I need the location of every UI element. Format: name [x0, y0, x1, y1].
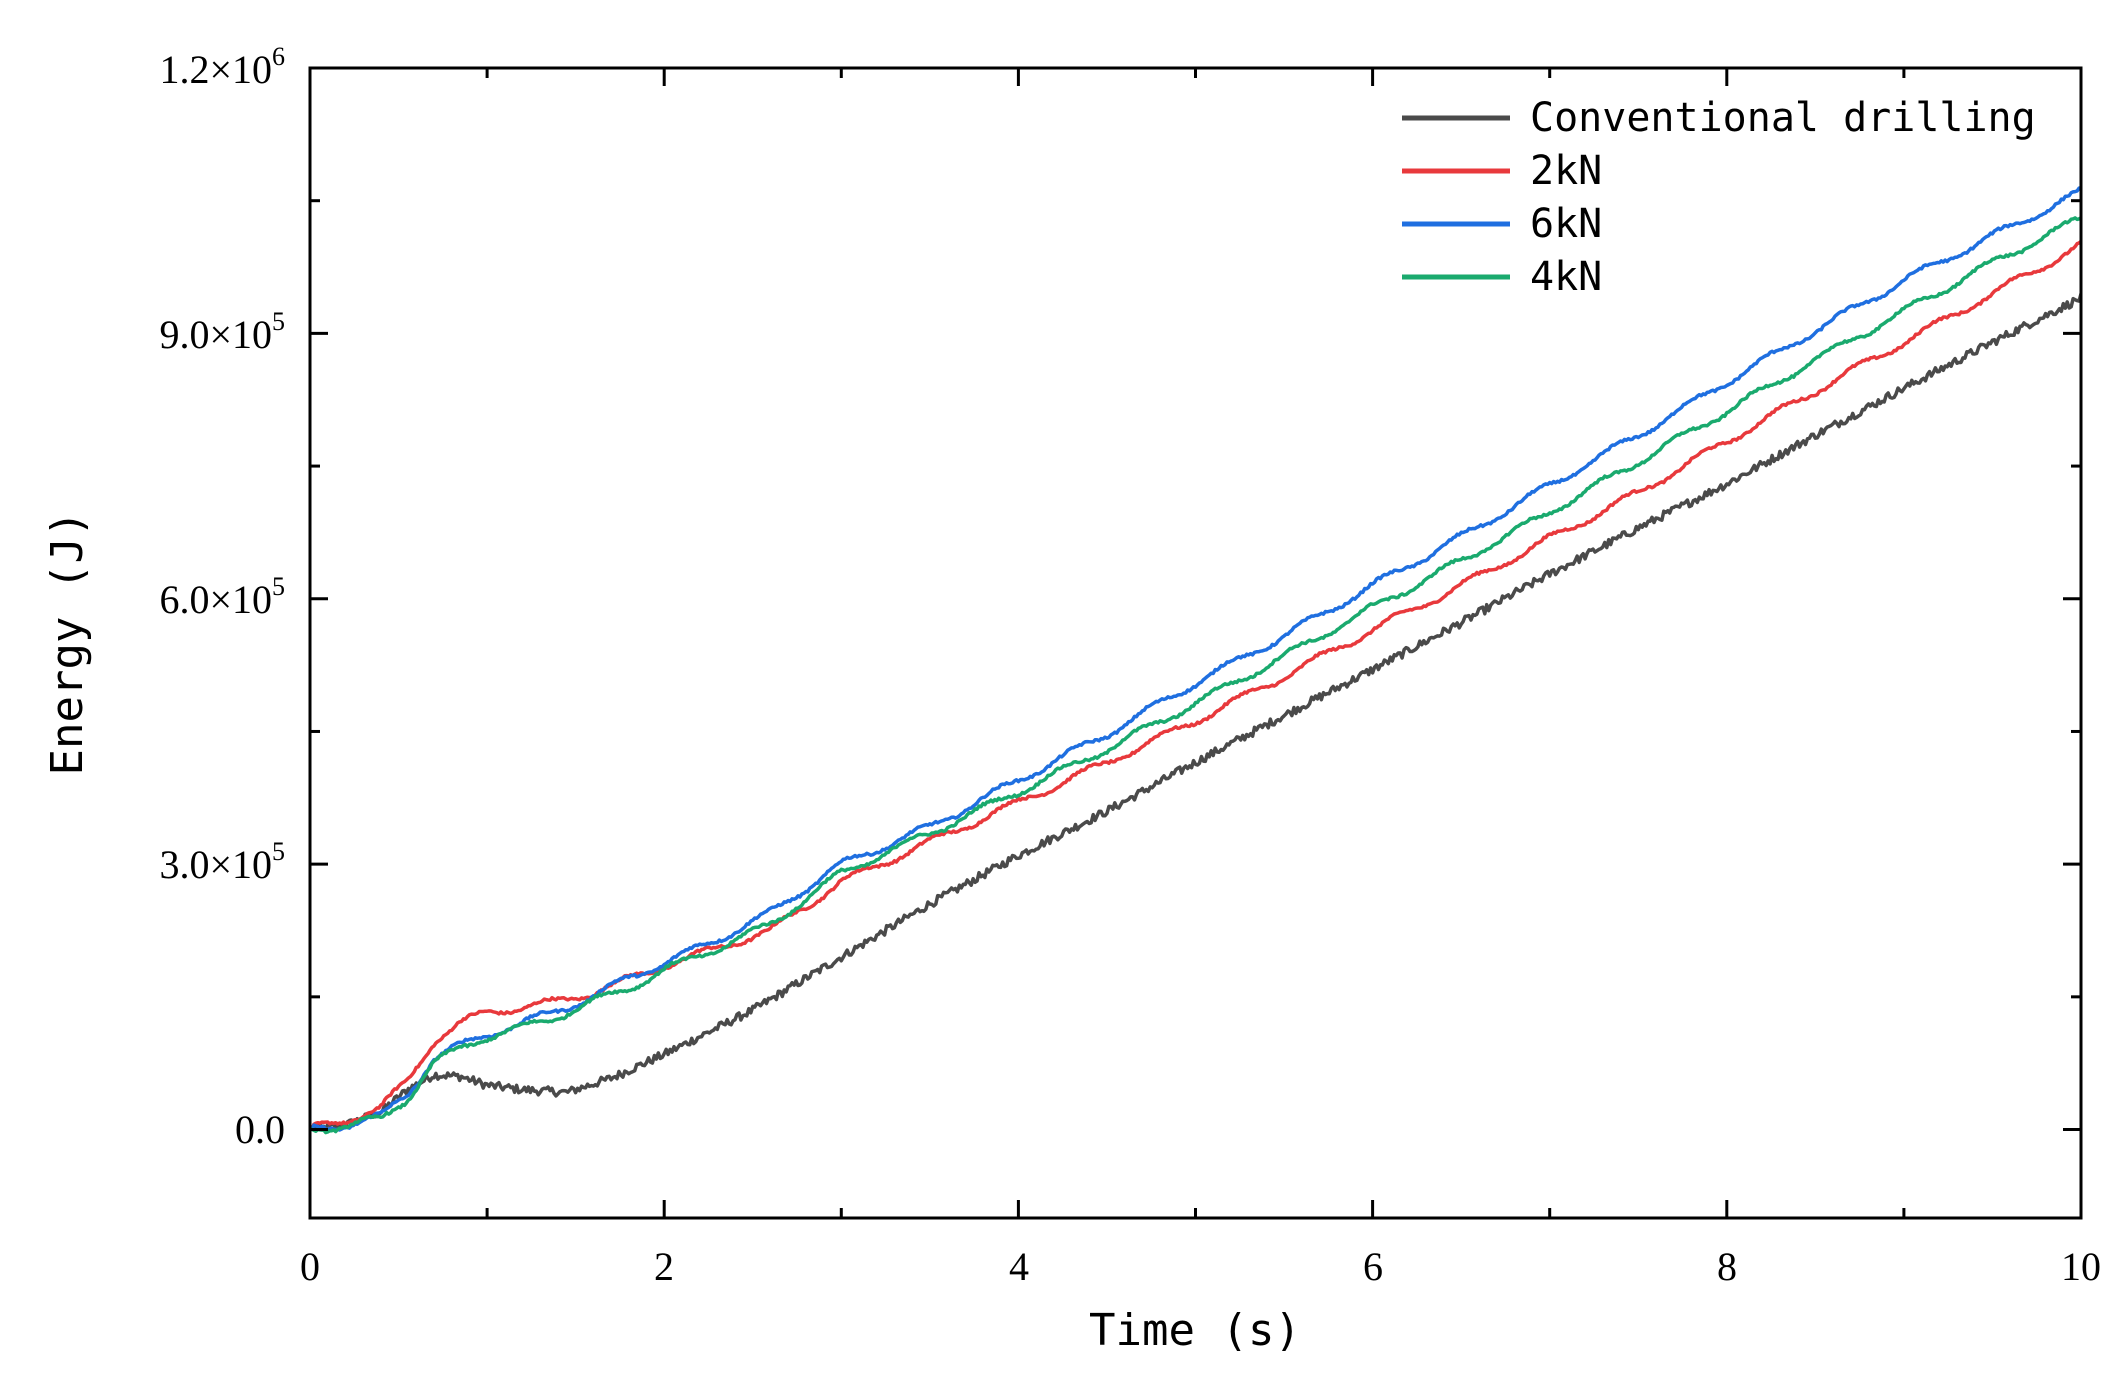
y-tick-label: 1.2×106 [159, 42, 285, 92]
legend-label: Conventional drilling [1530, 95, 2036, 141]
legend-item: Conventional drilling [1402, 95, 2036, 141]
x-tick-label: 2 [654, 1244, 674, 1289]
series-line-4kn [310, 216, 2081, 1135]
y-tick-mantissa: 3.0×10 [159, 842, 272, 887]
legend-item: 2kN [1402, 148, 1602, 194]
y-tick-label: 3.0×105 [159, 837, 285, 887]
y-tick-label: 9.0×105 [159, 307, 285, 357]
legend: Conventional drilling 2kN 6kN 4kN [1402, 95, 2036, 300]
legend-label: 6kN [1530, 201, 1602, 247]
x-tick-label: 4 [1009, 1244, 1029, 1289]
y-tick-label: 6.0×105 [159, 572, 285, 622]
y-tick-exponent: 5 [272, 307, 285, 336]
y-axis-title: Energy (J) [42, 511, 93, 776]
y-tick-exponent: 6 [272, 42, 285, 71]
x-tick-label: 0 [300, 1244, 320, 1289]
x-tick-label: 8 [1717, 1244, 1737, 1289]
y-tick-mantissa: 6.0×10 [159, 577, 272, 622]
legend-label: 4kN [1530, 254, 1602, 300]
x-tick-labels: 0 2 4 6 8 10 [300, 1244, 2101, 1289]
tick-layer [308, 66, 2083, 1218]
y-tick-mantissa: 0.0 [235, 1107, 285, 1152]
x-tick-label: 10 [2061, 1244, 2101, 1289]
legend-label: 2kN [1530, 148, 1602, 194]
series-layer [310, 185, 2081, 1135]
y-tick-exponent: 5 [272, 572, 285, 601]
x-axis-title: Time (s) [1089, 1305, 1301, 1356]
y-tick-labels: 0.0 3.0×105 6.0×105 9.0×105 1.2×106 [159, 42, 285, 1152]
plot-frame [308, 66, 2083, 1220]
legend-item: 6kN [1402, 201, 1602, 247]
series-line-conventional-drilling [310, 292, 2081, 1133]
y-tick-exponent: 5 [272, 837, 285, 866]
legend-item: 4kN [1402, 254, 1602, 300]
series-line-6kn [310, 185, 2081, 1132]
y-tick-mantissa: 1.2×10 [159, 47, 272, 92]
x-tick-label: 6 [1363, 1244, 1383, 1289]
y-tick-mantissa: 9.0×10 [159, 312, 272, 357]
y-tick-label: 0.0 [235, 1107, 285, 1152]
